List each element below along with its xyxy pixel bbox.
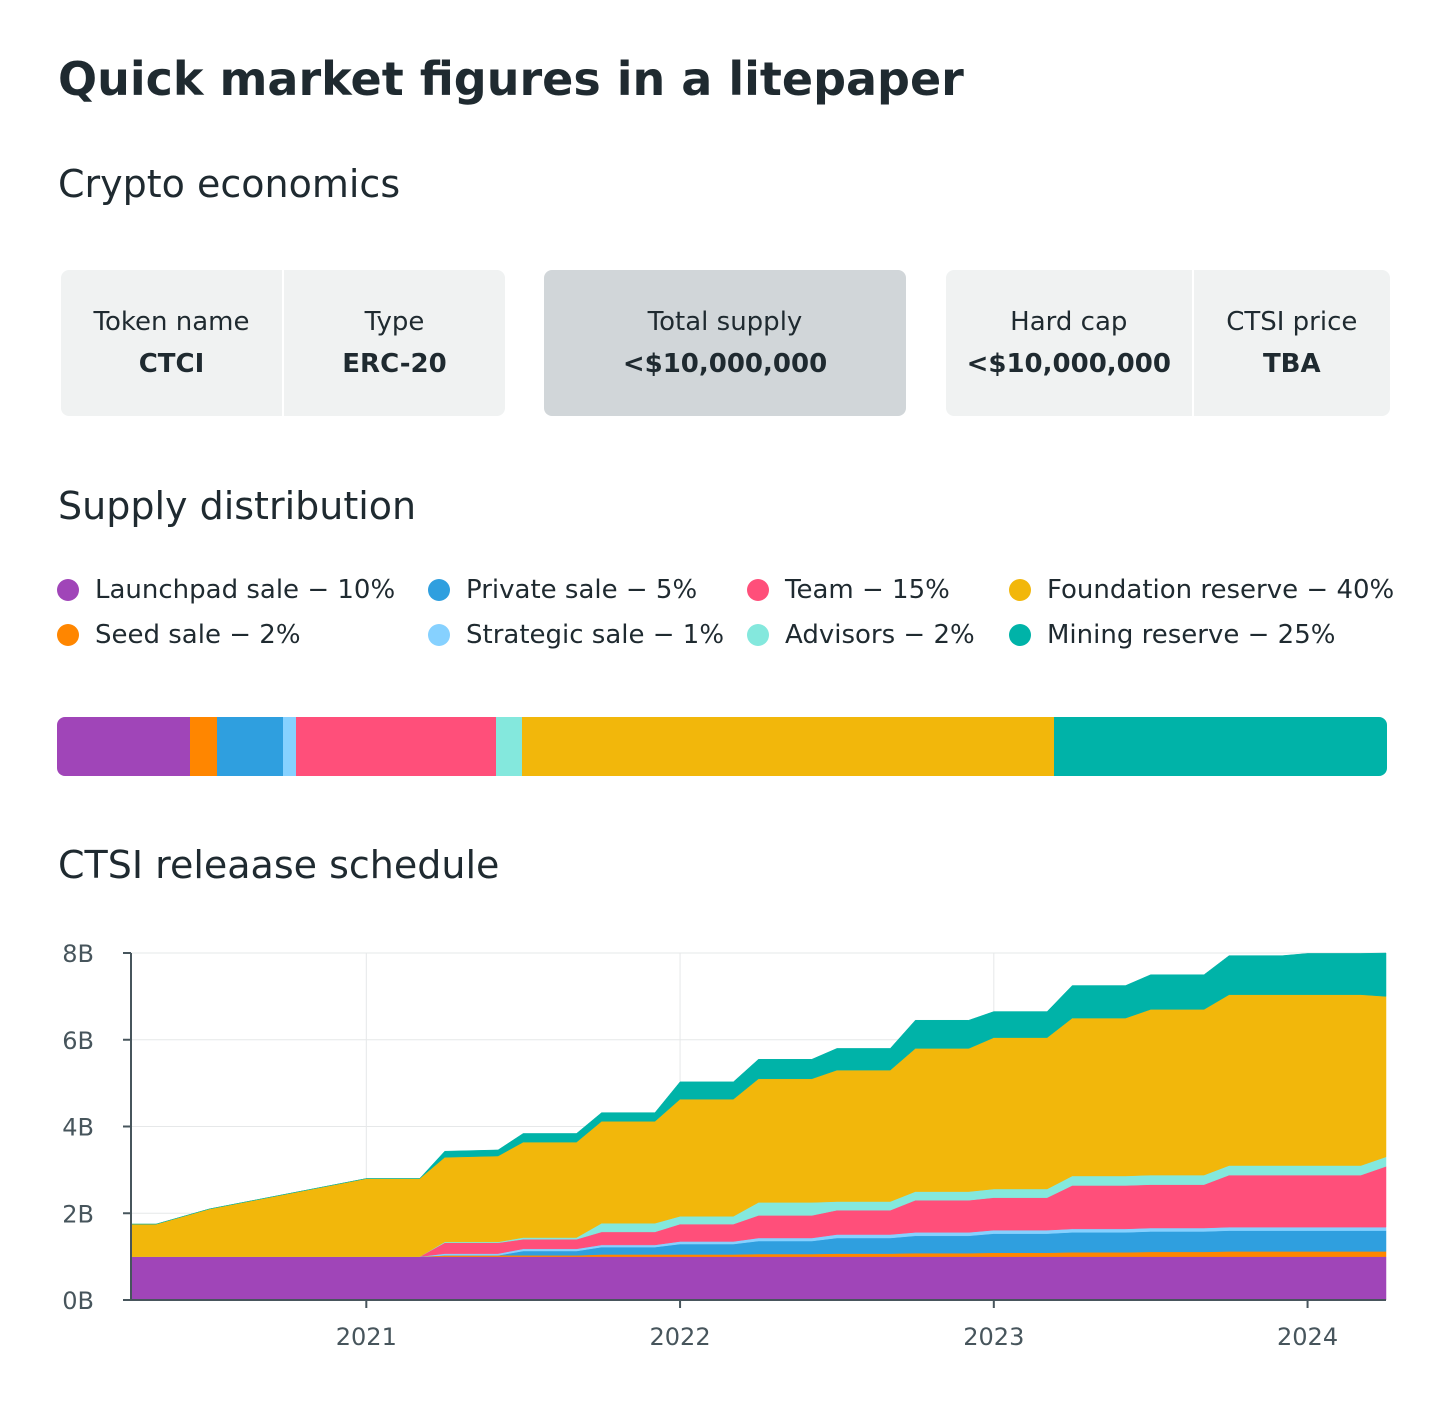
price-cell: CTSI price TBA bbox=[1191, 270, 1390, 416]
release-chart: 0B 2B 4B 6B 8B 2021 2022 2023 2024 bbox=[62, 940, 1387, 1351]
legend-item-advisors: Advisors − 2% bbox=[747, 620, 975, 650]
section-title-release: CTSI releaase schedule bbox=[58, 843, 500, 887]
token-type-cell: Type ERC-20 bbox=[282, 270, 505, 416]
page-title: Quick market figures in a litepaper bbox=[58, 52, 964, 106]
legend-label-strategic: Strategic sale − 1% bbox=[466, 620, 725, 650]
distribution-segment-strategic-sale bbox=[283, 717, 297, 776]
hard-cap-label: Hard cap bbox=[1010, 307, 1128, 337]
y-tick-label: 6B bbox=[62, 1027, 94, 1055]
distribution-segment-advisors bbox=[495, 717, 523, 776]
distribution-segment-private-sale bbox=[216, 717, 284, 776]
price-label: CTSI price bbox=[1226, 307, 1358, 337]
chart-ticks: 0B 2B 4B 6B 8B 2021 2022 2023 2024 bbox=[62, 940, 1338, 1351]
total-supply-value: <$10,000,000 bbox=[622, 349, 828, 379]
legend-dot-private bbox=[428, 579, 450, 601]
total-supply-label: Total supply bbox=[647, 307, 803, 337]
token-type-value: ERC-20 bbox=[342, 349, 447, 379]
legend-label-launchpad: Launchpad sale − 10% bbox=[95, 575, 396, 605]
legend-label-mining: Mining reserve − 25% bbox=[1047, 620, 1336, 650]
chart-axes bbox=[123, 952, 1386, 1308]
legend-item-launchpad: Launchpad sale − 10% bbox=[57, 575, 395, 605]
x-tick-label: 2022 bbox=[650, 1323, 711, 1351]
token-name-cell: Token name CTCI bbox=[61, 270, 282, 416]
supply-card: Total supply <$10,000,000 bbox=[544, 270, 906, 416]
token-name-value: CTCI bbox=[138, 349, 205, 379]
legend-label-seed: Seed sale − 2% bbox=[95, 620, 301, 650]
total-supply-cell: Total supply <$10,000,000 bbox=[544, 270, 906, 416]
y-tick-label: 8B bbox=[62, 940, 94, 968]
y-tick-label: 2B bbox=[62, 1200, 94, 1228]
legend-label-foundation: Foundation reserve − 40% bbox=[1047, 575, 1395, 605]
section-title-supply: Supply distribution bbox=[58, 484, 417, 528]
legend-dot-launchpad bbox=[57, 579, 79, 601]
legend-label-advisors: Advisors − 2% bbox=[785, 620, 975, 650]
hard-cap-value: <$10,000,000 bbox=[966, 349, 1171, 379]
distribution-segment-seed-sale bbox=[190, 717, 217, 776]
area-mining-reserve bbox=[131, 952, 1387, 1225]
distribution-segment-mining-reserve bbox=[1054, 717, 1387, 776]
token-name-label: Token name bbox=[93, 307, 250, 337]
price-card: Hard cap <$10,000,000 CTSI price TBA bbox=[946, 270, 1390, 416]
supply-legend: Launchpad sale − 10% Private sale − 5% T… bbox=[57, 575, 1397, 665]
token-type-label: Type bbox=[364, 307, 425, 337]
legend-item-mining: Mining reserve − 25% bbox=[1009, 620, 1335, 650]
x-tick-label: 2023 bbox=[963, 1323, 1024, 1351]
price-value: TBA bbox=[1262, 349, 1321, 379]
distribution-bar bbox=[57, 717, 1387, 776]
legend-dot-advisors bbox=[747, 624, 769, 646]
x-tick-label: 2021 bbox=[336, 1323, 397, 1351]
x-tick-label: 2024 bbox=[1277, 1323, 1338, 1351]
legend-item-strategic: Strategic sale − 1% bbox=[428, 620, 724, 650]
y-tick-label: 0B bbox=[62, 1287, 94, 1315]
legend-dot-mining bbox=[1009, 624, 1031, 646]
area-launchpad-sale bbox=[130, 1256, 1387, 1301]
token-card: Token name CTCI Type ERC-20 bbox=[61, 270, 505, 416]
hard-cap-cell: Hard cap <$10,000,000 bbox=[946, 270, 1192, 416]
legend-dot-seed bbox=[57, 624, 79, 646]
legend-dot-team bbox=[747, 579, 769, 601]
y-tick-label: 4B bbox=[62, 1114, 94, 1142]
distribution-segment-team bbox=[296, 717, 496, 776]
legend-item-seed: Seed sale − 2% bbox=[57, 620, 301, 650]
legend-label-team: Team − 15% bbox=[785, 575, 950, 605]
distribution-segment-foundation-reserve bbox=[522, 717, 1055, 776]
legend-dot-strategic bbox=[428, 624, 450, 646]
legend-item-private: Private sale − 5% bbox=[428, 575, 697, 605]
legend-label-private: Private sale − 5% bbox=[466, 575, 698, 605]
legend-item-team: Team − 15% bbox=[747, 575, 950, 605]
legend-item-foundation: Foundation reserve − 40% bbox=[1009, 575, 1394, 605]
legend-dot-foundation bbox=[1009, 579, 1031, 601]
chart-areas bbox=[130, 952, 1387, 1301]
distribution-segment-launchpad-sale bbox=[57, 717, 190, 776]
section-title-economics: Crypto economics bbox=[58, 162, 401, 206]
